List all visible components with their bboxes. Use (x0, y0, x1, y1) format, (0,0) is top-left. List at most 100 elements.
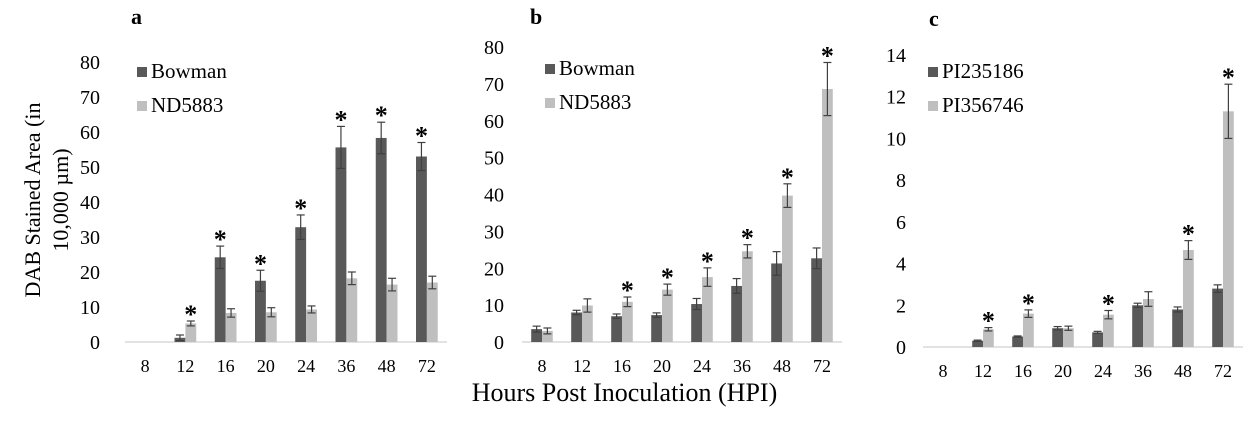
bar-nd5883 (225, 312, 237, 342)
x-tick-label: 12 (974, 361, 992, 381)
bar-bowman (416, 156, 427, 342)
bar-pi235186 (1172, 309, 1183, 347)
significance-marker: * (982, 307, 995, 336)
bar-pi235186 (1052, 328, 1063, 347)
legend-label: PI356746 (942, 93, 1024, 117)
y-tick-label: 30 (80, 227, 100, 249)
significance-marker: * (821, 41, 834, 70)
legend-swatch (137, 101, 147, 111)
bar-pi235186 (1092, 332, 1103, 347)
x-tick-label: 8 (141, 356, 150, 376)
legend-swatch (928, 67, 938, 77)
significance-marker: * (781, 163, 794, 192)
significance-marker: * (1222, 63, 1235, 92)
bar-nd5883 (622, 301, 633, 342)
bar-nd5883 (822, 89, 833, 342)
bar-pi235186 (1132, 305, 1143, 347)
y-tick-label: 70 (80, 87, 100, 109)
x-axis-title: Hours Post Inoculation (HPI) (471, 378, 778, 407)
y-tick-label: 10 (886, 128, 906, 150)
panel-label-a: a (131, 4, 142, 29)
x-tick-label: 20 (653, 356, 671, 376)
significance-marker: * (415, 122, 428, 151)
panel-label-c: c (929, 6, 939, 31)
bar-bowman (571, 312, 582, 342)
bar-bowman (214, 257, 226, 342)
legend-swatch (928, 101, 938, 111)
x-tick-label: 36 (733, 356, 751, 376)
significance-marker: * (1022, 289, 1035, 318)
legend-label: ND5883 (151, 93, 223, 117)
bar-bowman (611, 316, 622, 342)
y-tick-label: 20 (484, 258, 504, 280)
significance-marker: * (741, 224, 754, 253)
bar-bowman (375, 137, 387, 342)
bar-pi356746 (1023, 313, 1034, 347)
bar-bowman (531, 329, 542, 342)
bar-nd5883 (306, 309, 317, 342)
bar-nd5883 (265, 312, 277, 342)
bar-pi235186 (972, 340, 983, 347)
bar-bowman (691, 304, 702, 342)
significance-marker: * (1102, 290, 1115, 319)
bar-bowman (335, 147, 347, 342)
x-tick-label: 48 (378, 356, 396, 376)
y-tick-label: 0 (90, 332, 100, 354)
x-tick-label: 8 (538, 356, 547, 376)
y-tick-label: 40 (484, 185, 504, 207)
x-tick-label: 12 (176, 356, 194, 376)
bar-bowman (731, 285, 742, 342)
x-tick-label: 72 (813, 356, 831, 376)
x-tick-label: 16 (613, 356, 631, 376)
significance-marker: * (294, 194, 307, 223)
significance-marker: * (254, 249, 267, 278)
x-tick-label: 36 (1134, 361, 1152, 381)
x-tick-label: 8 (939, 361, 948, 381)
legend-label: Bowman (151, 59, 227, 83)
y-tick-label: 12 (886, 87, 906, 109)
y-tick-label: 50 (484, 148, 504, 170)
significance-marker: * (621, 276, 634, 305)
legend-swatch (545, 64, 555, 74)
y-tick-label: 10 (80, 297, 100, 319)
y-tick-label: 0 (896, 337, 906, 359)
y-tick-label: 10 (484, 295, 504, 317)
significance-marker: * (334, 105, 347, 134)
y-tick-label: 8 (896, 170, 906, 192)
y-tick-label: 80 (80, 52, 100, 74)
y-tick-label: 60 (80, 122, 100, 144)
x-tick-label: 72 (1214, 361, 1232, 381)
significance-marker: * (701, 247, 714, 276)
legend-label: PI235186 (942, 59, 1024, 83)
x-tick-label: 48 (1174, 361, 1192, 381)
legend-swatch (545, 98, 555, 108)
bar-bowman (651, 315, 662, 342)
chart-panel-a: a 0 10 20 30 40 50 60 70 80 8 * 12 * 16 * 20 * 24 * 36 * 48 * 72… (80, 4, 447, 376)
x-tick-label: 24 (297, 356, 315, 376)
y-axis-title-line2: 10,000 µm) (48, 148, 73, 251)
bar-bowman (295, 227, 307, 342)
bar-nd5883 (386, 284, 398, 342)
bar-nd5883 (346, 278, 358, 342)
y-tick-label: 80 (484, 37, 504, 59)
bar-nd5883 (782, 195, 793, 342)
legend-swatch (137, 67, 147, 77)
bar-pi356746 (1103, 314, 1114, 347)
y-tick-label: 40 (80, 192, 100, 214)
legend-label: ND5883 (559, 90, 631, 114)
bar-pi356746 (1063, 328, 1074, 347)
bar-bowman (771, 263, 782, 342)
y-tick-label: 6 (896, 212, 906, 234)
x-tick-label: 72 (418, 356, 436, 376)
x-tick-label: 20 (1054, 361, 1072, 381)
x-tick-label: 24 (1094, 361, 1112, 381)
bar-nd5883 (185, 323, 197, 342)
bar-bowman (255, 280, 266, 342)
bar-pi356746 (1223, 111, 1234, 347)
bar-nd5883 (582, 305, 593, 342)
bar-pi235186 (1012, 336, 1023, 347)
x-tick-label: 48 (773, 356, 791, 376)
bar-nd5883 (742, 251, 753, 342)
